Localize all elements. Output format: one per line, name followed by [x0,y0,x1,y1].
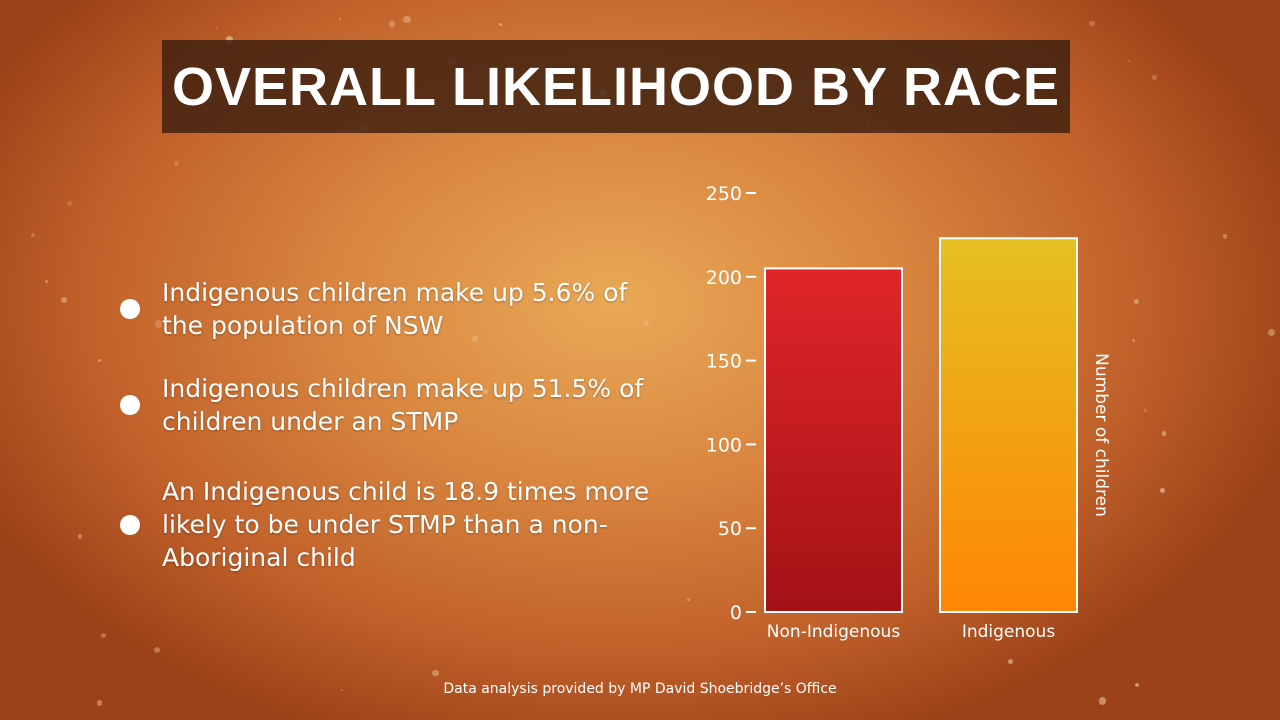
speck [687,598,691,601]
bullet-text: Indigenous children make up 51.5% of chi… [162,374,644,436]
speck [642,319,650,326]
speck [45,280,49,284]
speck [66,201,72,207]
bar-non-indigenous [764,267,903,613]
speck [482,388,488,394]
page-title: OVERALL LIKELIHOOD BY RACE [171,56,1061,117]
speck [153,647,160,654]
speck [1222,233,1228,239]
x-tick-label: Non-Indigenous [767,622,901,642]
speck [225,36,234,44]
speck [389,21,395,27]
speck [403,15,411,24]
speck [1127,59,1131,63]
speck [1267,328,1276,336]
speck [338,17,342,21]
speck [1007,658,1013,664]
speck [60,296,68,303]
x-tick-label: Indigenous [962,622,1056,642]
speck [215,26,219,30]
bullet-text: Indigenous children make up 5.6% of the … [162,278,628,340]
y-axis-label: Number of children [1091,353,1111,517]
bullet-text: An Indigenous child is 18.9 times more l… [162,477,650,572]
speck [1152,75,1157,80]
bullet-item: Indigenous children make up 5.6% of the … [120,276,652,342]
speck [100,632,107,639]
speck [1134,299,1139,305]
speck [98,358,102,363]
speck [432,669,439,677]
speck [1098,697,1107,705]
speck [1161,431,1167,436]
speck [1144,409,1147,412]
speck [174,161,179,166]
y-tick-label: 50 [718,518,742,540]
speck [341,688,344,691]
speck [30,233,35,238]
title-banner: OVERALL LIKELIHOOD BY RACE [162,40,1070,133]
speck [1131,338,1136,343]
speck [499,22,502,26]
bullet-dot-icon [120,395,140,415]
y-tick-label: 200 [706,267,742,289]
speck [77,533,83,539]
bullet-item: An Indigenous child is 18.9 times more l… [120,475,652,574]
bullet-item: Indigenous children make up 51.5% of chi… [120,372,652,438]
y-tick-label: 100 [706,434,742,456]
source-footer: Data analysis provided by MP David Shoeb… [443,681,837,697]
speck [96,700,102,706]
speck [154,319,163,328]
y-tick-label: 250 [706,183,742,205]
speck [1089,20,1095,27]
bar-indigenous [939,237,1078,613]
bullet-dot-icon [120,514,140,535]
y-tick-label: 0 [730,602,742,624]
bullet-dot-icon [120,299,140,319]
y-tick-label: 150 [706,351,742,373]
speck [472,336,479,343]
speck [1135,682,1140,687]
speck [1160,488,1165,493]
